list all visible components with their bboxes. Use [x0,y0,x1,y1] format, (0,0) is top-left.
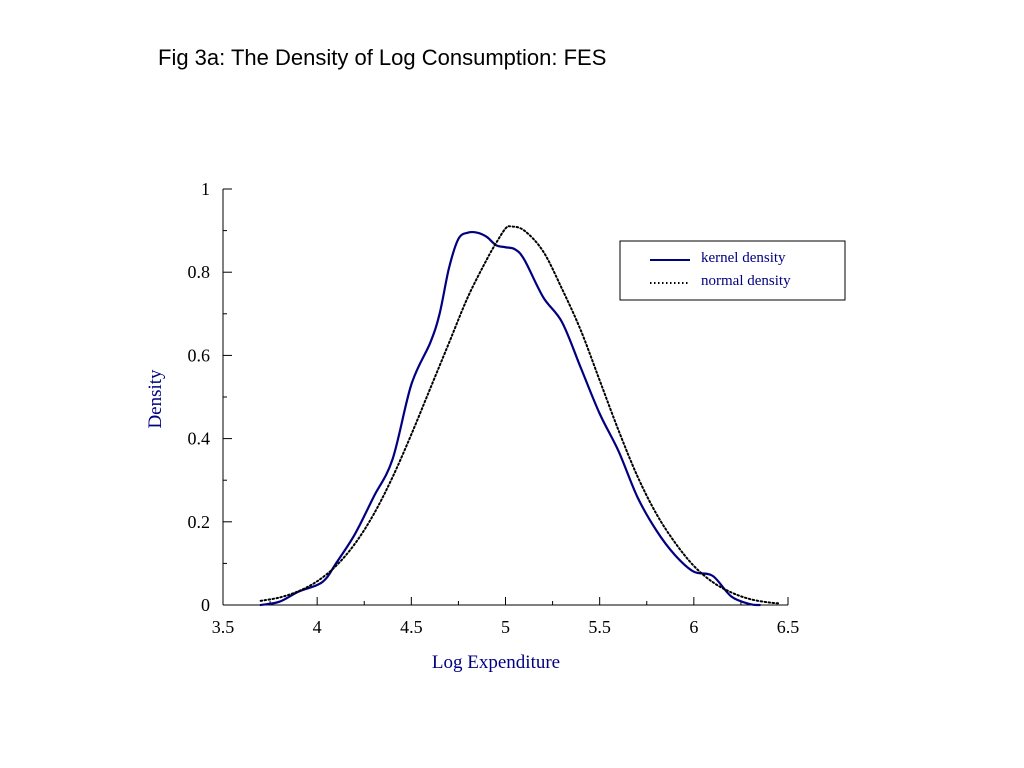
legend-box [619,240,846,301]
y-tick-label: 0.2 [188,512,211,532]
kernel-density-line [259,230,761,607]
legend: kernel density normal density [619,240,846,301]
x-tick-label: 4.5 [400,617,423,637]
y-tick-label: 0 [201,595,210,615]
x-tick-label: 4 [313,617,322,637]
y-tick-label: 0.6 [188,345,211,365]
x-tick-label: 5 [501,617,510,637]
series-layer [259,225,780,607]
x-tick-label: 5.5 [588,617,611,637]
normal-density-line [259,225,780,605]
legend-label: kernel density [701,250,786,266]
axes: 3.5 4 4.5 5 5.5 6 6.5 0 0.2 0.4 0.6 0.8 1 [188,179,800,637]
legend-label: normal density [701,273,791,289]
y-tick-label: 0.4 [188,429,211,449]
y-tick-label: 1 [201,179,210,199]
x-axis-label: Log Expenditure [432,652,560,673]
x-tick-label: 6 [689,617,698,637]
chart-title: Fig 3a: The Density of Log Consumption: … [158,45,607,70]
x-tick-label: 6.5 [777,617,800,637]
y-axis-label: Density [145,369,166,429]
y-tick-label: 0.8 [188,262,211,282]
x-tick-label: 3.5 [212,617,235,637]
